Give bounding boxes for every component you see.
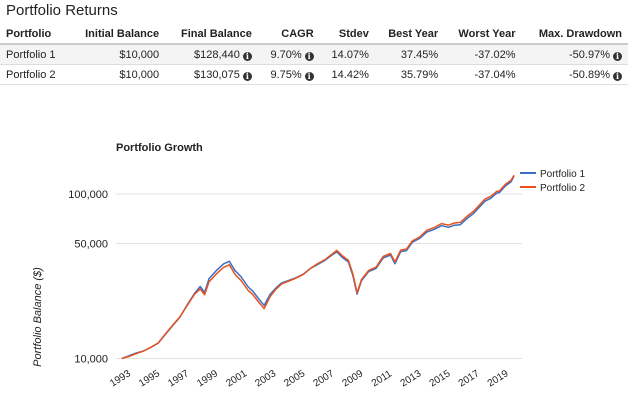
cell-stdev: 14.07% <box>319 44 375 65</box>
table-row: Portfolio 2 $10,000 $130,075 i 9.75% i 14.… <box>0 64 628 85</box>
cell-worst-year: -37.02% <box>444 44 522 65</box>
y-tick-label: 100,000 <box>68 189 108 201</box>
table-row: Portfolio 1 $10,000 $128,440 i 9.70% i 14.… <box>0 44 628 65</box>
table-header-row: Portfolio Initial Balance Final Balance … <box>0 24 628 45</box>
series-line-2 <box>121 174 515 360</box>
x-tick-label: 2007 <box>311 368 336 389</box>
y-tick-label: 10,000 <box>74 353 108 365</box>
cell-best-year: 37.45% <box>374 44 445 65</box>
chart-title: Portfolio Growth <box>116 142 203 154</box>
x-axis-ticks: 1993 1995 1997 1999 2001 2003 2005 2007 2009 2011… <box>108 368 511 389</box>
cell-best-year: 35.79% <box>374 64 445 85</box>
x-tick-label: 2011 <box>370 368 394 389</box>
x-tick-label: 2003 <box>253 368 278 389</box>
cell-worst-year: -37.04% <box>444 64 522 85</box>
section-title: Portfolio Returns <box>6 2 118 19</box>
cell-cagr-value: 9.70% <box>270 48 302 61</box>
cell-stdev: 14.42% <box>319 64 375 85</box>
portfolio-growth-chart: Portfolio Growth Portfolio Balance ($) 1… <box>32 142 585 389</box>
cell-portfolio: Portfolio 1 <box>0 44 69 65</box>
header-cagr: CAGR <box>257 24 320 45</box>
x-tick-label: 2005 <box>282 368 307 389</box>
x-tick-label: 2017 <box>457 368 482 389</box>
cell-max-drawdown-value: -50.89% <box>569 68 610 81</box>
cell-max-drawdown: -50.97% i <box>521 44 628 65</box>
y-axis-ticks: 10,000 50,000 100,000 <box>68 189 108 365</box>
legend-label-1: Portfolio 1 <box>540 169 585 180</box>
x-tick-label: 2001 <box>224 368 249 389</box>
y-tick-label: 50,000 <box>74 239 108 251</box>
header-worst-year: Worst Year <box>444 24 522 45</box>
cell-final-balance-value: $128,440 <box>194 48 240 61</box>
x-tick-label: 2009 <box>341 368 366 389</box>
cell-max-drawdown-value: -50.97% <box>569 48 610 61</box>
info-circle-icon[interactable]: i <box>613 71 622 81</box>
info-circle-icon[interactable]: i <box>304 71 314 81</box>
cell-final-balance-value: $130,075 <box>194 68 240 81</box>
info-circle-icon[interactable]: i <box>242 71 252 81</box>
chart-legend: Portfolio 1 Portfolio 2 <box>520 169 585 194</box>
cell-cagr-value: 9.75% <box>270 68 302 81</box>
header-portfolio: Portfolio <box>0 24 69 45</box>
series-lines <box>121 174 515 360</box>
cell-max-drawdown: -50.89% i <box>521 64 628 85</box>
info-circle-icon[interactable]: i <box>242 51 252 61</box>
header-best-year: Best Year <box>374 24 445 45</box>
portfolio-returns-table: Portfolio Initial Balance Final Balance … <box>0 24 628 85</box>
x-tick-label: 2019 <box>486 368 511 389</box>
legend-label-2: Portfolio 2 <box>540 183 585 194</box>
x-tick-label: 1997 <box>166 368 191 389</box>
cell-initial-balance: $10,000 <box>68 64 166 85</box>
cell-initial-balance: $10,000 <box>68 44 166 65</box>
header-final-balance: Final Balance <box>165 24 258 45</box>
header-initial-balance: Initial Balance <box>68 24 166 45</box>
series-line-1 <box>121 175 515 360</box>
cell-cagr: 9.70% i <box>257 44 320 65</box>
cell-cagr: 9.75% i <box>257 64 320 85</box>
info-circle-icon[interactable]: i <box>304 51 314 61</box>
cell-portfolio: Portfolio 2 <box>0 64 69 85</box>
grid-lines <box>116 193 522 359</box>
x-tick-label: 2015 <box>428 368 453 389</box>
cell-final-balance: $130,075 i <box>165 64 258 85</box>
cell-final-balance: $128,440 i <box>165 44 258 65</box>
header-stdev: Stdev <box>319 24 375 45</box>
y-axis-label: Portfolio Balance ($) <box>32 267 44 367</box>
x-tick-label: 1993 <box>108 368 133 389</box>
header-max-drawdown: Max. Drawdown <box>521 24 628 45</box>
info-circle-icon[interactable]: i <box>613 51 622 61</box>
x-tick-label: 1995 <box>137 368 162 389</box>
x-tick-label: 1999 <box>195 368 220 389</box>
x-tick-label: 2013 <box>399 368 424 389</box>
